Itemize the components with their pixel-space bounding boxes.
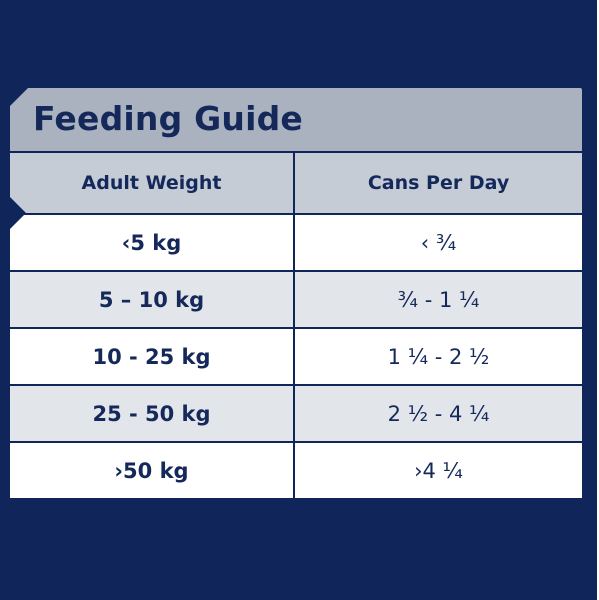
- table-row: 25 - 50 kg 2 ½ - 4 ¼: [10, 386, 582, 441]
- column-divider: [293, 272, 296, 327]
- cans-cell: ›4 ¼: [414, 458, 463, 483]
- row-divider: [10, 441, 582, 443]
- column-divider: [293, 153, 296, 213]
- weight-cell: 5 – 10 kg: [98, 287, 205, 312]
- table-row: 10 - 25 kg 1 ¼ - 2 ½: [10, 329, 582, 384]
- table-row: 5 – 10 kg ¾ - 1 ¼: [10, 272, 582, 327]
- right-edge-strip: [597, 0, 599, 600]
- title-divider: [10, 151, 582, 153]
- row-divider: [10, 213, 582, 215]
- cans-cell: 1 ¼ - 2 ½: [387, 344, 490, 369]
- header-cans-per-day: Cans Per Day: [367, 172, 510, 194]
- table-row: ‹5 kg ‹ ¾: [10, 215, 582, 270]
- column-divider: [293, 386, 296, 441]
- column-divider: [293, 329, 296, 384]
- title-bar: Feeding Guide: [10, 88, 582, 151]
- column-divider: [293, 443, 296, 498]
- column-divider: [293, 215, 296, 270]
- table-row: ›50 kg ›4 ¼: [10, 443, 582, 498]
- weight-cell: ‹5 kg: [121, 230, 182, 255]
- weight-cell: ›50 kg: [114, 458, 189, 483]
- feeding-guide-title: Feeding Guide: [33, 99, 303, 138]
- weight-cell: 10 - 25 kg: [92, 344, 211, 369]
- cans-cell: ‹ ¾: [420, 230, 457, 255]
- row-divider: [10, 327, 582, 329]
- cans-cell: 2 ½ - 4 ¼: [387, 401, 490, 426]
- header-adult-weight: Adult Weight: [81, 172, 222, 194]
- cans-cell: ¾ - 1 ¼: [397, 287, 480, 312]
- row-divider: [10, 270, 582, 272]
- weight-cell: 25 - 50 kg: [92, 401, 211, 426]
- feeding-guide-table: Feeding Guide Adult Weight Cans Per Day …: [10, 88, 582, 498]
- row-divider: [10, 384, 582, 386]
- table-header-row: Adult Weight Cans Per Day: [10, 153, 582, 213]
